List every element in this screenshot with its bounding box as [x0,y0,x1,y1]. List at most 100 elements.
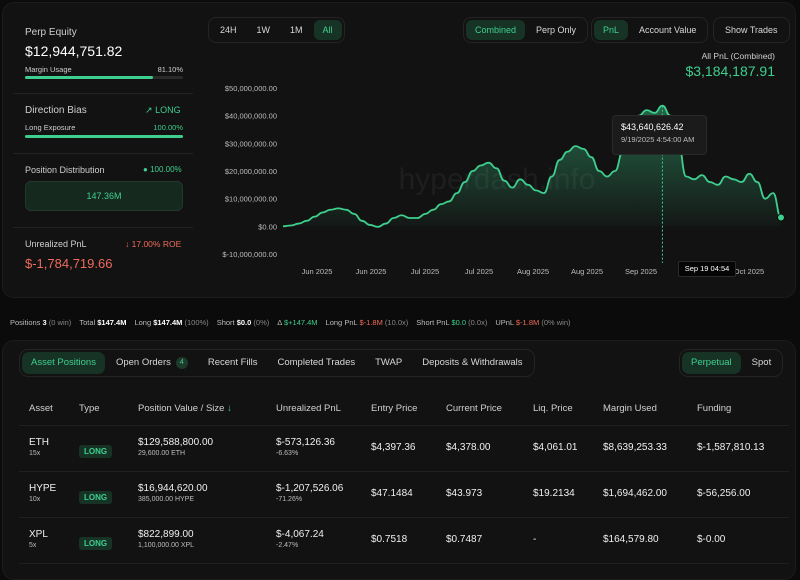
x-tick-label: Oct 2025 [734,267,764,276]
unrealized-pnl-label: Unrealized PnL [25,239,87,249]
row-divider [19,425,789,426]
column-header-unrealized-pnl[interactable]: Unrealized PnL [276,403,341,414]
time-range-group: 24H 1W 1M All [208,17,345,43]
stat-short-pnl-value: $0.0 [451,318,467,327]
column-header-asset[interactable]: Asset [29,403,53,414]
cell-unrealized-pnl: $-4,067.24 -2.47% [276,529,324,549]
asset-symbol[interactable]: ETH [29,437,49,448]
tab-open-orders[interactable]: Open Orders 4 [107,352,197,374]
stat-long-note: (100%) [184,318,209,327]
stat-upnl: UPnL $-1.8M (0% win) [495,318,570,327]
x-tick-label: Sep 2025 [625,267,657,276]
position-value: $16,944,620.00 [138,483,208,494]
tab-recent-fills[interactable]: Recent Fills [207,357,258,368]
combined-button[interactable]: Combined [466,20,526,40]
y-tick-label: $10,000,000.00 [225,195,277,204]
x-tick-label: Aug 2025 [517,267,549,276]
margin-usage-fill [25,76,154,79]
entry-value: $47.1484 [371,488,413,499]
arrow-down-icon: ↓ [125,239,130,249]
stat-short-value: $0.0 [236,318,252,327]
unrealized-pnl-value: $-1,784,719.66 [25,256,113,271]
perp-only-button[interactable]: Perp Only [536,25,577,35]
crosshair-axis-label: Sep 19 04:54 [678,261,736,277]
long-exposure-fill [25,135,183,138]
cell-position-value: $129,588,800.00 29,600.00 ETH [138,437,213,457]
cell-margin: $164,579.80 [603,534,659,545]
show-trades-group: Show Trades [713,17,790,43]
stat-long-label: Long [134,318,152,327]
tooltip-timestamp: 9/19/2025 4:54:00 AM [621,135,695,144]
column-header-funding[interactable]: Funding [697,403,732,414]
stat-short-pnl-label: Short PnL [416,318,450,327]
cell-funding: $-56,256.00 [697,488,750,499]
y-tick-label: $20,000,000.00 [225,167,277,176]
column-header-margin-used[interactable]: Margin Used [603,403,657,414]
direction-bias-text: LONG [155,105,181,115]
range-1m-button[interactable]: 1M [290,25,303,35]
cell-liq: $19.2134 [533,488,575,499]
stat-long-pnl-label: Long PnL [325,318,358,327]
divider [13,93,193,94]
account-value-button[interactable]: Account Value [639,25,697,35]
column-header-type[interactable]: Type [79,403,100,414]
stat-long-pnl-note: (10.0x) [384,318,409,327]
range-1w-button[interactable]: 1W [256,25,271,35]
x-tick-label: Jul 2025 [411,267,439,276]
stat-long-value: $147.4M [153,318,183,327]
column-header-liq-price[interactable]: Liq. Price [533,403,573,414]
cell-current: $4,378.00 [446,442,491,453]
cell-asset: ETH 15x [29,437,49,457]
asset-symbol[interactable]: HYPE [29,483,57,494]
stat-long: Long $147.4M (100%) [134,318,208,327]
column-header-position-value[interactable]: Position Value / Size ↓ [138,403,232,414]
stat-short-pnl: Short PnL $0.0 (0.0x) [416,318,487,327]
long-exposure-label: Long Exposure [25,123,76,132]
chart-header-label: All PnL (Combined) [701,51,775,61]
tab-perpetual[interactable]: Perpetual [682,352,741,374]
x-tick-label: Jun 2025 [302,267,333,276]
tab-open-orders-label: Open Orders [115,357,171,368]
stat-upnl-value: $-1.8M [515,318,540,327]
cell-unrealized-pnl: $-1,207,526.06 -71.26% [276,483,343,503]
direction-badge: LONG [79,445,113,458]
direction-badge: LONG [79,537,113,550]
cell-entry: $0.7518 [371,534,407,545]
positions-tabs: Asset Positions Open Orders 4 Recent Fill… [19,349,535,377]
direction-bias-value: ↗ LONG [145,105,181,116]
margin-value: $164,579.80 [603,534,659,545]
unrealized-pnl-amount: $-573,126.36 [276,437,335,448]
row-divider [19,471,789,472]
asset-symbol[interactable]: XPL [29,529,48,540]
tab-completed-trades[interactable]: Completed Trades [277,357,356,368]
column-header-entry-price[interactable]: Entry Price [371,403,418,414]
row-divider [19,563,789,564]
show-trades-button[interactable]: Show Trades [725,25,778,35]
tab-deposits-withdrawals[interactable]: Deposits & Withdrawals [422,357,523,368]
chart-header-value: $3,184,187.91 [685,63,775,79]
unrealized-pnl-amount: $-1,207,526.06 [276,483,344,494]
stat-long-pnl: Long PnL $-1.8M (10.0x) [326,318,409,327]
tab-asset-positions[interactable]: Asset Positions [22,352,105,374]
funding-value: $-0.00 [697,534,726,545]
x-tick-label: Aug 2025 [571,267,603,276]
position-distribution-bar[interactable]: 147.36M [25,181,183,211]
stat-positions-label: Positions [10,318,41,327]
tooltip-value: $43,640,626.42 [621,122,684,132]
margin-value: $1,694,462.00 [603,488,667,499]
stat-positions: Positions 3 (0 win) [10,318,71,327]
range-all-button[interactable]: All [313,20,342,40]
funding-value: $-1,587,810.13 [697,442,765,453]
metric-group: PnL Account Value [591,17,709,43]
cell-type: LONG [79,487,113,505]
current-value: $43.973 [446,488,483,499]
range-24h-button[interactable]: 24H [220,25,237,35]
row-divider [19,517,789,518]
pnl-button[interactable]: PnL [594,20,629,40]
dot-icon: ● [143,165,148,174]
unrealized-pnl-roe: ↓ 17.00% ROE [125,239,181,249]
tab-spot[interactable]: Spot [751,357,772,368]
column-header-current-price[interactable]: Current Price [446,403,502,414]
perp-equity-value: $12,944,751.82 [25,43,123,59]
tab-twap[interactable]: TWAP [375,357,403,368]
